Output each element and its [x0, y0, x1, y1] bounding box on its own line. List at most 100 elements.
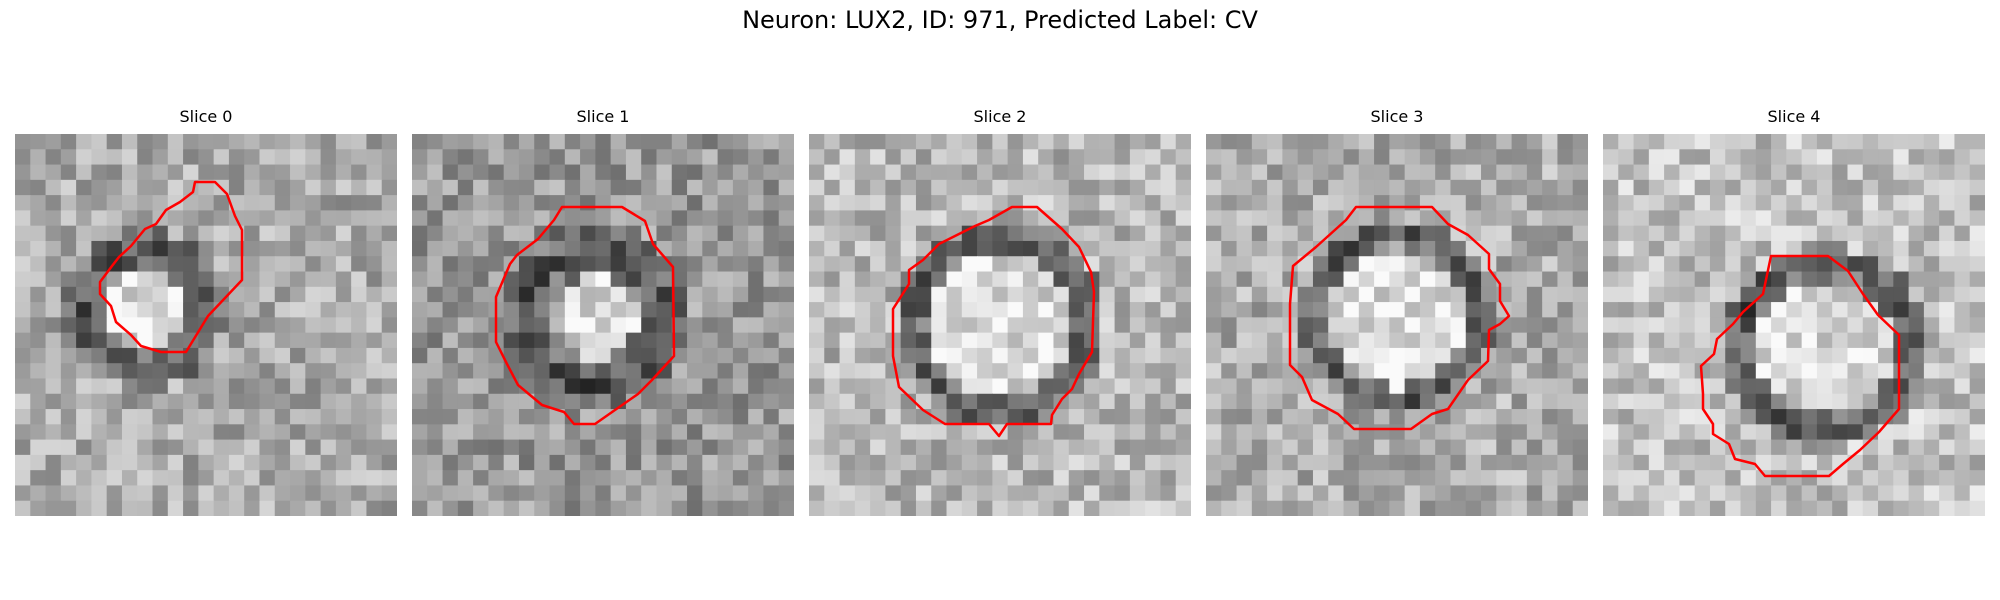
- pixel-cell: [1954, 393, 1971, 410]
- pixel-cell: [809, 378, 825, 395]
- pixel-cell: [1358, 256, 1375, 273]
- pixel-cell: [1358, 439, 1375, 456]
- slice-pixel-grid-0: [15, 134, 397, 516]
- pixel-cell: [961, 179, 978, 196]
- pixel-cell: [1389, 470, 1406, 487]
- pixel-cell: [1862, 302, 1879, 318]
- pixel-cell: [60, 179, 77, 196]
- pixel-cell: [1923, 485, 1940, 502]
- pixel-cell: [1236, 500, 1253, 516]
- pixel-cell: [412, 393, 428, 410]
- pixel-cell: [137, 134, 154, 150]
- pixel-cell: [228, 332, 245, 349]
- pixel-cell: [1358, 240, 1375, 257]
- pixel-cell: [992, 286, 1009, 303]
- pixel-cell: [381, 134, 397, 150]
- pixel-cell: [1694, 470, 1711, 487]
- pixel-cell: [732, 470, 749, 487]
- pixel-cell: [702, 134, 719, 150]
- pixel-cell: [121, 439, 138, 456]
- pixel-cell: [488, 164, 505, 181]
- pixel-cell: [1374, 134, 1390, 150]
- pixel-cell: [1847, 500, 1864, 516]
- pixel-cell: [1832, 225, 1849, 242]
- pixel-cell: [1816, 210, 1833, 227]
- pixel-cell: [625, 225, 642, 242]
- pixel-cell: [1923, 378, 1940, 395]
- pixel-cell: [1053, 347, 1070, 364]
- pixel-cell: [1511, 363, 1528, 380]
- pixel-cell: [198, 470, 215, 487]
- pixel-cell: [1542, 500, 1559, 516]
- pixel-cell: [381, 454, 397, 471]
- pixel-cell: [1297, 286, 1314, 303]
- pixel-cell: [167, 378, 184, 395]
- pixel-cell: [687, 225, 703, 242]
- pixel-cell: [763, 500, 780, 516]
- pixel-cell: [259, 302, 276, 318]
- pixel-cell: [1129, 179, 1146, 196]
- pixel-cell: [259, 363, 276, 380]
- pixel-cell: [1007, 424, 1024, 441]
- pixel-cell: [1755, 332, 1772, 349]
- pixel-cell: [91, 210, 108, 227]
- pixel-cell: [427, 424, 444, 441]
- pixel-cell: [1496, 240, 1513, 257]
- pixel-cell: [167, 409, 184, 425]
- pixel-cell: [1557, 347, 1574, 364]
- pixel-cell: [1618, 256, 1635, 273]
- pixel-cell: [809, 134, 825, 150]
- pixel-cell: [60, 302, 77, 318]
- pixel-cell: [457, 225, 474, 242]
- slice-contour-0: [98, 180, 244, 354]
- pixel-cell: [1832, 347, 1849, 364]
- pixel-cell: [687, 332, 703, 349]
- pixel-cell: [1175, 149, 1191, 166]
- pixel-cell: [1801, 363, 1818, 380]
- pixel-cell: [1664, 470, 1680, 487]
- pixel-cell: [1251, 363, 1268, 380]
- pixel-cell: [1908, 149, 1925, 166]
- pixel-cell: [167, 347, 184, 364]
- slice-image-1: [412, 134, 794, 516]
- pixel-cell: [992, 195, 1009, 211]
- pixel-cell: [137, 347, 154, 364]
- pixel-cell: [137, 240, 154, 257]
- pixel-cell: [748, 134, 765, 150]
- pixel-cell: [1481, 363, 1497, 380]
- pixel-cell: [15, 134, 31, 150]
- pixel-cell: [1282, 210, 1299, 227]
- pixel-cell: [1328, 225, 1345, 242]
- pixel-cell: [1603, 378, 1619, 395]
- pixel-cell: [534, 470, 551, 487]
- pixel-cell: [412, 424, 428, 441]
- pixel-cell: [946, 271, 963, 288]
- pixel-cell: [1358, 179, 1375, 196]
- pixel-cell: [1878, 210, 1894, 227]
- pixel-cell: [763, 347, 780, 364]
- pixel-cell: [91, 271, 108, 288]
- pixel-cell: [1709, 500, 1726, 516]
- pixel-cell: [839, 347, 856, 364]
- pixel-cell: [870, 149, 886, 166]
- pixel-cell: [1847, 363, 1864, 380]
- pixel-cell: [641, 393, 658, 410]
- pixel-cell: [885, 500, 902, 516]
- pixel-cell: [1832, 317, 1849, 334]
- pixel-cell: [1771, 332, 1787, 349]
- pixel-cell: [335, 240, 352, 257]
- pixel-cell: [1603, 240, 1619, 257]
- pixel-cell: [992, 240, 1009, 257]
- pixel-cell: [305, 363, 322, 380]
- pixel-cell: [1740, 378, 1757, 395]
- pixel-cell: [274, 409, 291, 425]
- pixel-cell: [1374, 149, 1390, 166]
- pixel-cell: [76, 500, 92, 516]
- pixel-cell: [595, 164, 612, 181]
- pixel-cell: [1404, 439, 1421, 456]
- pixel-cell: [534, 271, 551, 288]
- pixel-cell: [1419, 225, 1436, 242]
- pixel-cell: [1312, 256, 1329, 273]
- pixel-cell: [366, 149, 383, 166]
- pixel-cell: [1175, 485, 1191, 502]
